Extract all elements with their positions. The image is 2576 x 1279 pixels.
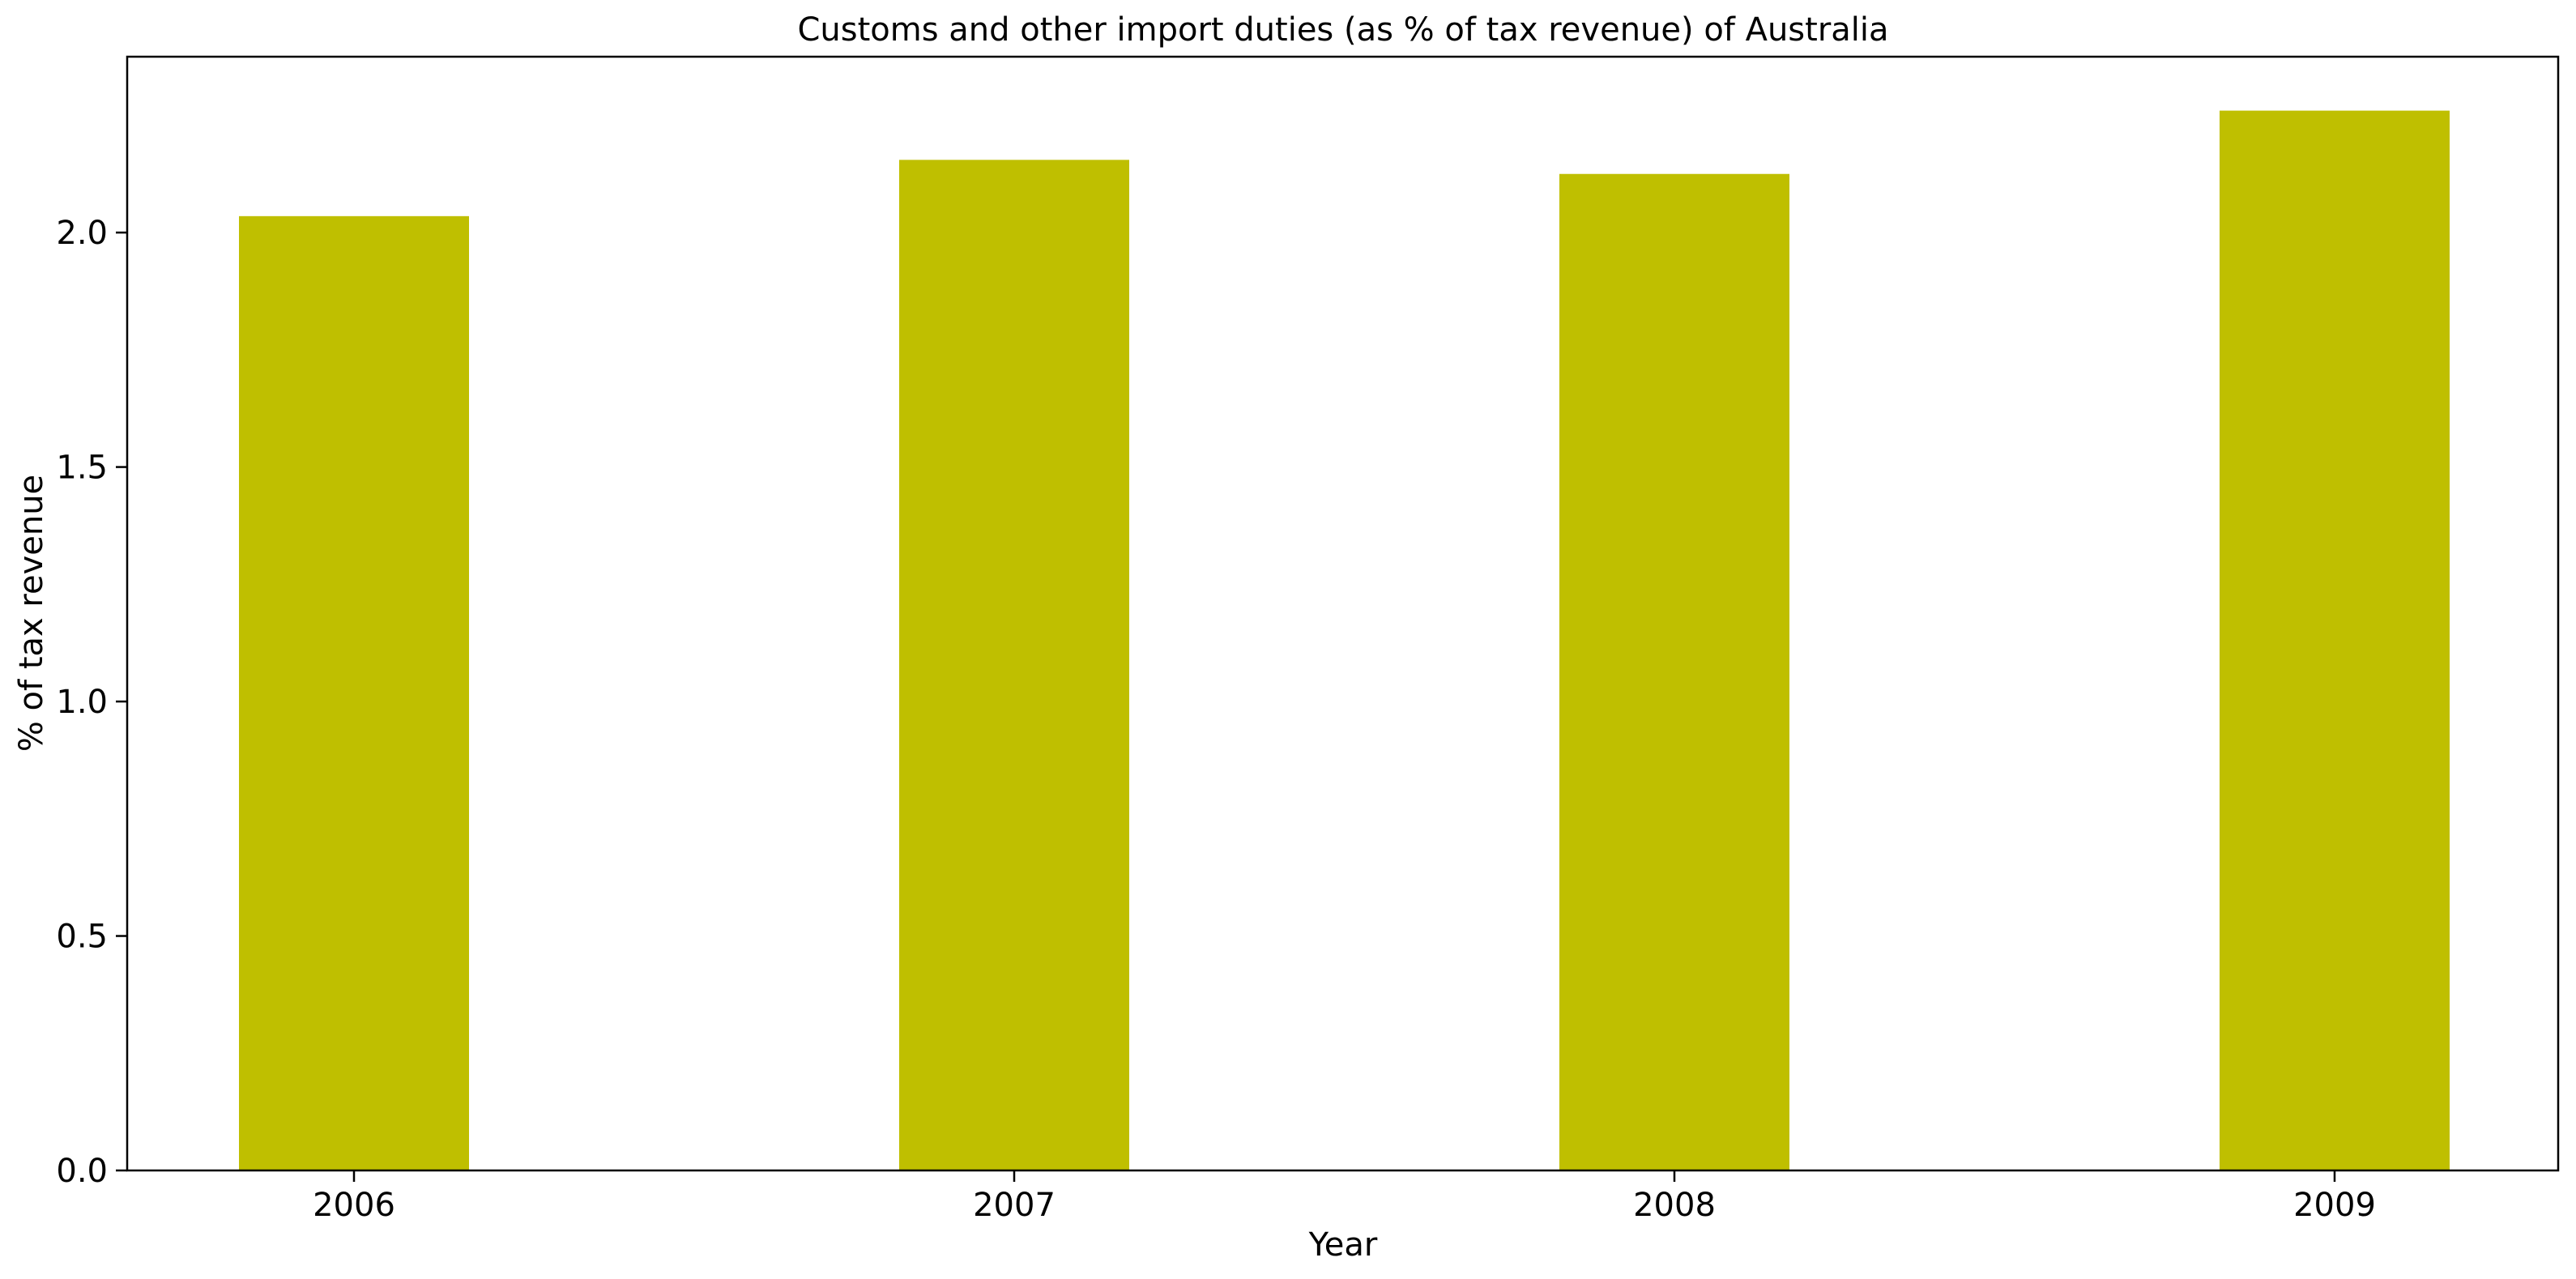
y-tick-label-0: 0.0 bbox=[56, 1153, 108, 1190]
bar-2009 bbox=[2220, 110, 2450, 1170]
bar-2008 bbox=[1559, 173, 1789, 1171]
y-axis-label: % of tax revenue bbox=[13, 475, 50, 752]
y-tick-label-1: 0.5 bbox=[56, 919, 108, 956]
y-axis-ticks: 0.0 0.5 1.0 1.5 2.0 bbox=[56, 215, 127, 1190]
y-tick-label-4: 2.0 bbox=[56, 215, 108, 252]
bar-2006 bbox=[239, 215, 469, 1171]
x-tick-label-2006: 2006 bbox=[313, 1187, 395, 1224]
x-axis-label: Year bbox=[1308, 1226, 1378, 1264]
x-tick-label-2008: 2008 bbox=[1633, 1187, 1716, 1224]
plot-frame bbox=[126, 55, 2560, 1172]
x-tick-label-2009: 2009 bbox=[2293, 1187, 2376, 1224]
y-tick-label-2: 1.0 bbox=[56, 684, 108, 721]
x-tick-label-2007: 2007 bbox=[973, 1187, 1056, 1224]
y-tick-label-3: 1.5 bbox=[56, 450, 108, 487]
chart-title: Customs and other import duties (as % of… bbox=[797, 11, 1888, 49]
x-axis-ticks: 2006 2007 2008 2009 bbox=[313, 1170, 2376, 1224]
bars-group bbox=[239, 110, 2450, 1171]
bar-2007 bbox=[899, 160, 1129, 1171]
